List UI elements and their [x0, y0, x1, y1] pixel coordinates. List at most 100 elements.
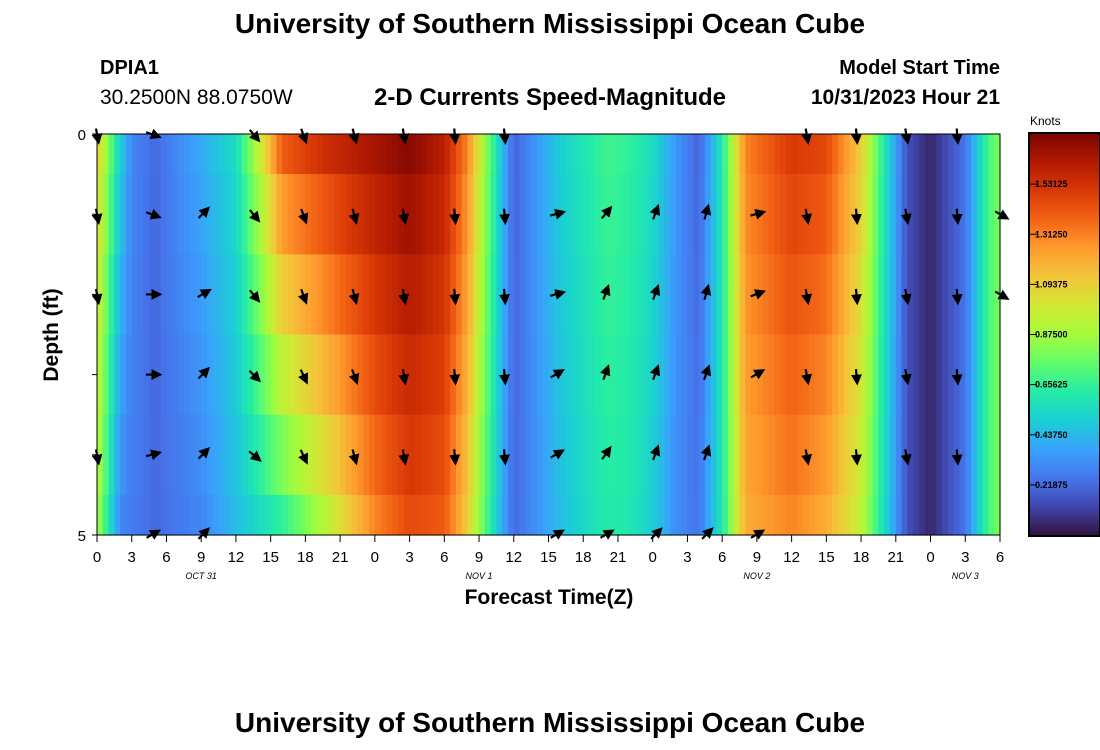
x-axis-label: Forecast Time(Z): [465, 586, 634, 609]
heatmap-cell: [380, 134, 388, 175]
heatmap-cell: [693, 254, 700, 336]
heatmap-cell: [942, 254, 949, 336]
heatmap-cell: [843, 174, 851, 255]
heatmap-cell: [670, 254, 677, 336]
current-vector-arrow: [549, 289, 567, 300]
heatmap-cell: [166, 494, 173, 536]
heatmap-cell: [288, 134, 295, 175]
heatmap-cell: [421, 174, 428, 255]
heatmap-cell: [305, 254, 312, 336]
heatmap-cell: [820, 414, 827, 496]
heatmap-cell: [548, 334, 555, 416]
heatmap-cell: [276, 494, 283, 536]
heatmap-cell: [496, 254, 503, 336]
heatmap-cell: [542, 334, 550, 416]
heatmap-cell: [739, 174, 746, 255]
heatmap-cell: [264, 334, 272, 416]
heatmap-cell: [201, 494, 208, 536]
heatmap-cell: [571, 334, 579, 416]
heatmap-cell: [369, 174, 376, 255]
heatmap-cell: [930, 494, 937, 536]
heatmap-cell: [994, 134, 1001, 175]
heatmap-cell: [415, 174, 422, 255]
heatmap-cell: [467, 254, 474, 336]
heatmap-cell: [583, 174, 590, 255]
y-axis: 05: [78, 127, 97, 545]
heatmap-cell: [230, 254, 237, 336]
heatmap-cell: [560, 174, 567, 255]
heatmap-cell: [635, 414, 642, 496]
heatmap-cell: [664, 494, 671, 536]
heatmap-cell: [380, 254, 388, 336]
heatmap-cell: [259, 254, 266, 336]
heatmap-cell: [288, 414, 295, 496]
heatmap-cell: [670, 134, 677, 175]
heatmap-cell: [212, 494, 220, 536]
heatmap-cell: [224, 254, 231, 336]
heatmap-cell: [288, 334, 295, 416]
heatmap-cell: [623, 134, 631, 175]
heatmap-cell: [525, 174, 532, 255]
heatmap-cell: [745, 254, 752, 336]
heatmap-cell: [988, 494, 995, 536]
heatmap-cell: [762, 494, 770, 536]
x-tick-label: 15: [818, 549, 835, 566]
current-vector-arrow: [801, 449, 813, 466]
heatmap-cell: [479, 334, 486, 416]
heatmap-cell: [756, 414, 764, 496]
heatmap-cell: [849, 334, 856, 416]
heatmap-cell: [473, 134, 480, 175]
heatmap-cell: [108, 134, 115, 175]
colorbar-ticks: 0.21875 0.43750 0.65625 0.87500 1.09375 1.312…: [1029, 179, 1068, 490]
heatmap-cell: [884, 134, 891, 175]
page-title: University of Southern Mississippi Ocean…: [234, 8, 866, 39]
heatmap-cell: [369, 414, 376, 496]
heatmap-cell: [206, 494, 214, 536]
x-tick-label: 18: [853, 549, 870, 566]
heatmap-cell: [507, 134, 515, 175]
heatmap-cell: [496, 134, 503, 175]
heatmap-cell: [884, 254, 891, 336]
current-vector-arrow: [197, 288, 212, 300]
heatmap-cell: [687, 414, 694, 496]
heatmap-cell: [878, 334, 885, 416]
heatmap-cell: [241, 254, 249, 336]
heatmap-cell: [675, 494, 683, 536]
heatmap-cell: [114, 174, 121, 255]
heatmap-cell: [965, 254, 972, 336]
x-tick-label: 6: [162, 549, 170, 566]
heatmap-cell: [519, 174, 526, 255]
current-vector-arrow: [649, 444, 661, 461]
heatmap-cell: [681, 334, 689, 416]
heatmap-cell: [826, 254, 833, 336]
heatmap-cell: [722, 254, 729, 336]
heatmap-cell: [334, 134, 341, 175]
heatmap-cell: [293, 414, 301, 496]
heatmap-cell: [386, 254, 393, 336]
heatmap-cell: [235, 414, 243, 496]
heatmap-cell: [386, 134, 393, 175]
heatmap-cell: [589, 494, 596, 536]
heatmap-cell: [976, 414, 984, 496]
heatmap-cell: [542, 254, 550, 336]
heatmap-cell: [959, 414, 966, 496]
current-vector-arrow: [850, 449, 862, 466]
current-vector-arrow: [700, 364, 712, 381]
heatmap-cell: [872, 134, 880, 175]
heatmap-cell: [316, 494, 324, 536]
heatmap-cell: [710, 174, 717, 255]
heatmap-cell: [305, 334, 312, 416]
current-vector-arrow: [197, 206, 211, 219]
heatmap-cell: [409, 494, 416, 536]
heatmap-cell: [415, 254, 422, 336]
heatmap-cell: [241, 174, 249, 255]
heatmap-cell: [872, 334, 880, 416]
heatmap-cell: [988, 134, 995, 175]
heatmap-cell: [519, 494, 526, 536]
heatmap-cell: [994, 414, 1001, 496]
heatmap-cell: [218, 174, 225, 255]
heatmap-cell: [357, 414, 364, 496]
x-tick-label: 3: [961, 549, 969, 566]
heatmap-cell: [206, 134, 214, 175]
